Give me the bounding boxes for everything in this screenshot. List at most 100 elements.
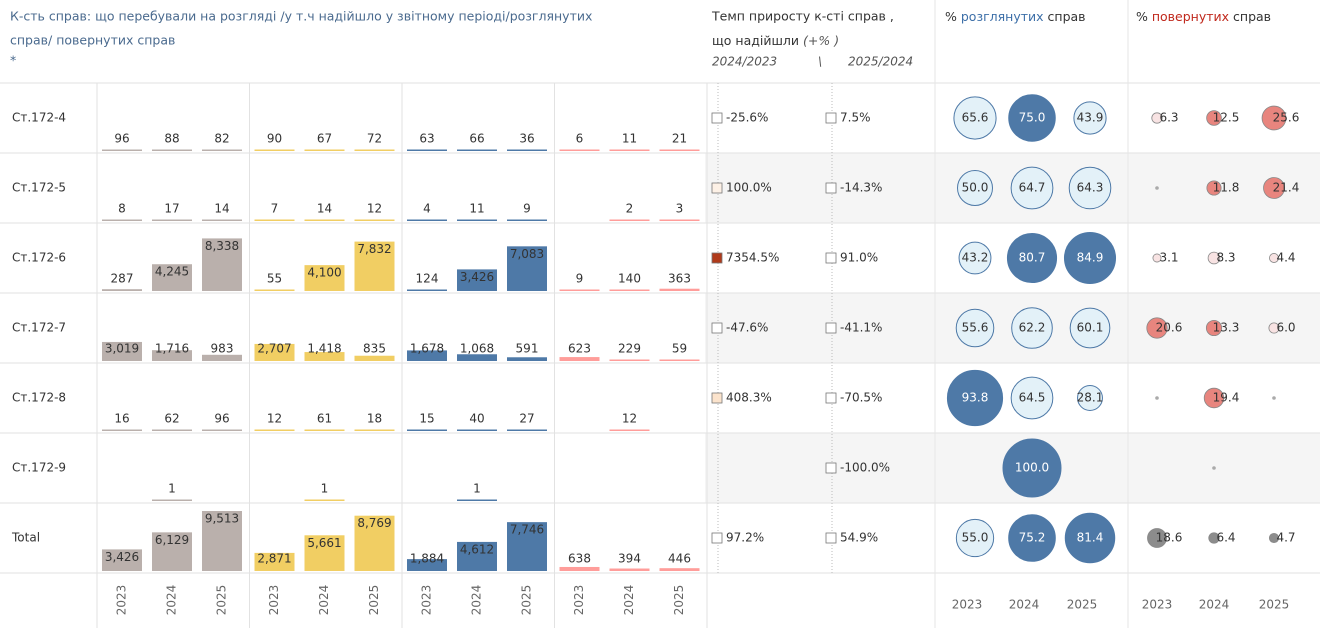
bar-label: 15 — [419, 412, 434, 426]
x-tick-label: 2024 — [317, 585, 331, 616]
x-tick-label: 2023 — [572, 585, 586, 616]
bar-label: 638 — [568, 552, 591, 566]
bar — [659, 568, 700, 571]
bar — [559, 149, 600, 151]
x-tick-label: 2024 — [622, 585, 636, 616]
bar-label: 4,100 — [307, 266, 341, 280]
bar — [354, 219, 395, 221]
reviewed-bubble — [1069, 307, 1111, 349]
bar-label: 2 — [626, 202, 634, 216]
bar — [559, 289, 600, 291]
returned-label: 6.3 — [1159, 111, 1178, 125]
bar-label: 40 — [469, 412, 484, 426]
row-label: Total — [11, 531, 40, 545]
reviewed-label: 80.7 — [1019, 251, 1046, 265]
bar — [304, 499, 345, 501]
returned-label: 20.6 — [1156, 321, 1183, 335]
bar-label: 140 — [618, 272, 641, 286]
bar — [304, 429, 345, 431]
returned-label: 19.4 — [1213, 391, 1240, 405]
bar-label: 82 — [214, 132, 229, 146]
reviewed-label: 43.9 — [1077, 111, 1104, 125]
returned-bubble — [1208, 532, 1220, 544]
bar-label: 287 — [111, 272, 134, 286]
bar-label: 67 — [317, 132, 332, 146]
bar — [254, 429, 295, 431]
bar-label: 9,513 — [205, 512, 239, 526]
growth-label: 7354.5% — [726, 251, 779, 265]
bar — [152, 429, 192, 431]
returned-bubble — [1212, 466, 1216, 470]
bar — [457, 219, 497, 221]
bar-label: 21 — [672, 132, 687, 146]
x-tick-label: 2023 — [1142, 598, 1173, 612]
returned-label: 4.7 — [1276, 531, 1295, 545]
bar — [457, 149, 497, 151]
bar — [254, 289, 295, 291]
growth-square — [825, 112, 837, 124]
returned-bubble — [1205, 319, 1223, 337]
growth-label: -14.3% — [840, 181, 882, 195]
bar — [152, 499, 192, 501]
growth-square — [825, 182, 837, 194]
bar-label: 1 — [473, 482, 481, 496]
bar-label: 96 — [214, 412, 229, 426]
bar-label: 96 — [114, 132, 129, 146]
bar — [254, 219, 295, 221]
reviewed-label: 64.5 — [1019, 391, 1046, 405]
reviewed-bubble — [1011, 307, 1053, 349]
bar — [659, 359, 700, 361]
bar-label: 4,245 — [155, 265, 189, 279]
bar-label: 1,068 — [460, 342, 494, 356]
reviewed-label: 81.4 — [1077, 531, 1104, 545]
x-tick-label: 2024 — [1009, 598, 1040, 612]
reviewed-label: 93.8 — [962, 391, 989, 405]
bar — [202, 149, 242, 151]
bar-label: 1 — [321, 482, 329, 496]
reviewed-bubble — [1002, 438, 1062, 498]
bar — [559, 357, 600, 361]
returned-bubble — [1268, 532, 1280, 544]
bar — [507, 219, 547, 221]
growth-square — [711, 322, 723, 334]
row-label: Ст.172-4 — [12, 111, 66, 125]
returned-bubble — [1268, 322, 1280, 334]
bar-label: 2,871 — [257, 552, 291, 566]
bar-label: 7,083 — [510, 247, 544, 261]
row-label: Ст.172-9 — [12, 461, 66, 475]
returned-label: 12.5 — [1213, 111, 1240, 125]
bar — [102, 429, 142, 431]
bar — [659, 149, 700, 151]
growth-square — [711, 532, 723, 544]
returned-label: 6.4 — [1216, 531, 1235, 545]
growth-label: 97.2% — [726, 531, 764, 545]
bar — [457, 269, 497, 291]
bar-label: 17 — [164, 202, 179, 216]
returned-bubble — [1269, 253, 1279, 263]
returned-title: % повернутих справ — [1136, 9, 1271, 24]
bar-label: 16 — [114, 412, 129, 426]
bar-label: 27 — [519, 412, 534, 426]
bar — [407, 559, 447, 571]
reviewed-bubble — [1073, 101, 1107, 135]
reviewed-bubble — [1068, 166, 1112, 210]
returned-title: повернутих — [1152, 9, 1229, 24]
bar — [609, 568, 650, 571]
growth-period: 2025/2024 — [848, 55, 913, 69]
bar — [102, 219, 142, 221]
x-tick-label: 2025 — [1259, 598, 1290, 612]
bar-label: 11 — [469, 202, 484, 216]
bar — [507, 246, 547, 291]
bar — [304, 149, 345, 151]
reviewed-label: 60.1 — [1077, 321, 1104, 335]
bar-label: 3,426 — [460, 270, 494, 284]
reviewed-label: 100.0 — [1015, 461, 1049, 475]
bar-label: 61 — [317, 412, 332, 426]
bar-label: 90 — [267, 132, 282, 146]
bar — [457, 354, 497, 361]
bar — [254, 343, 295, 361]
bar — [609, 149, 650, 151]
returned-label: 8.3 — [1216, 251, 1235, 265]
reviewed-title: % — [945, 9, 961, 24]
bar — [559, 566, 600, 571]
